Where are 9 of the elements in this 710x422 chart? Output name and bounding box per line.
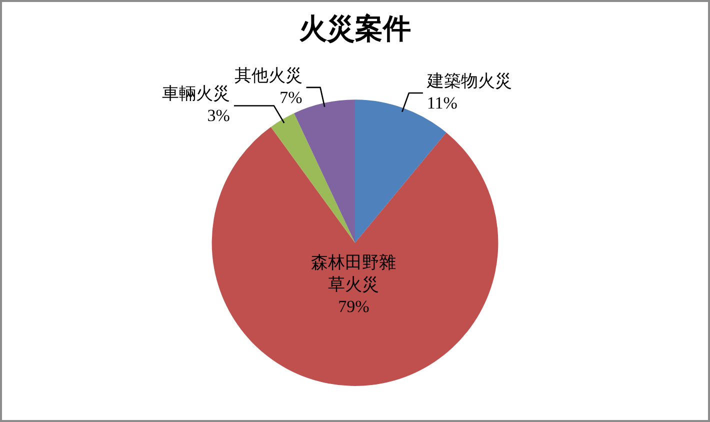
slice-label: 其他火災 (234, 66, 302, 85)
slice-label: 建築物火災 (426, 71, 512, 90)
slice-label: 森林田野雜草火災 (311, 253, 396, 294)
data-label: 79% (338, 297, 370, 316)
data-label: 11% (426, 93, 458, 112)
chart-title: 火災案件 (299, 13, 411, 46)
data-label: 7% (280, 88, 302, 107)
slice-label: 車輛火災 (162, 84, 230, 104)
data-label: 3% (207, 106, 230, 126)
